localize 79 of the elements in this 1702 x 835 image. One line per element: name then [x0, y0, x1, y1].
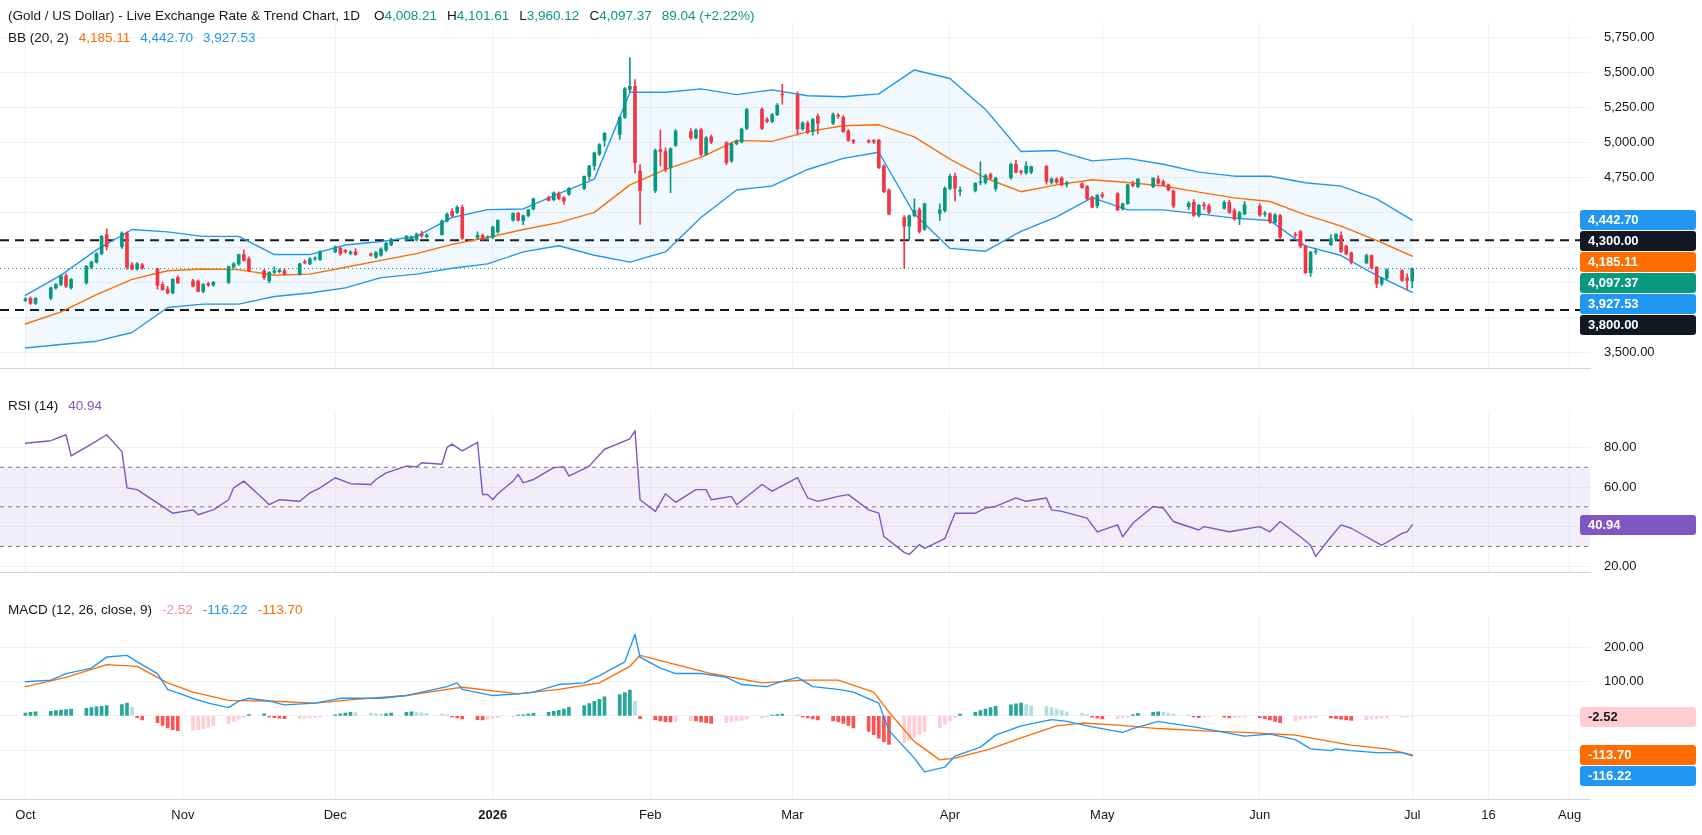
chart-title: (Gold / US Dollar) - Live Exchange Rate & Trend Chart, 1D — [8, 8, 360, 23]
bar — [653, 716, 658, 721]
bar — [1064, 711, 1069, 716]
bar — [978, 710, 983, 716]
bar — [28, 712, 33, 716]
y-tick-label: 5,500.00 — [1604, 63, 1655, 79]
axis-tag: 40.94 — [1580, 514, 1696, 535]
annotation: O4,008.21 — [373, 8, 437, 23]
bar — [409, 711, 414, 716]
x-tick-label: Mar — [781, 806, 805, 822]
bar — [1161, 711, 1166, 716]
axis-tag: 4,097.37 — [1580, 273, 1696, 294]
x-tick-label: Nov — [171, 806, 195, 822]
y-tick-label: 5,000.00 — [1604, 133, 1655, 149]
x-tick-label: May — [1090, 806, 1116, 822]
legend-title: MACD (12, 26, close, 9) — [8, 602, 153, 617]
x-tick-label: Feb — [639, 806, 662, 822]
axis-tag: 4,442.70 — [1580, 210, 1696, 231]
y-tick-label: 4,750.00 — [1604, 168, 1655, 184]
x-tick-label: Aug — [1558, 806, 1582, 822]
bar — [973, 712, 978, 716]
x-tick-label: 16 — [1481, 806, 1496, 822]
text: -113.70 — [257, 602, 303, 617]
y-tick-label: 200.00 — [1604, 638, 1644, 654]
bar — [348, 712, 353, 716]
bar — [262, 713, 266, 716]
axis-tag: 3,927.53 — [1580, 294, 1696, 315]
bar — [338, 713, 343, 716]
axis-tag: -116.22 — [1580, 765, 1696, 786]
y-tick-label: 3,500.00 — [1604, 343, 1655, 359]
bar — [582, 705, 587, 716]
x-tick-label: 2026 — [478, 806, 508, 822]
bar — [485, 716, 490, 720]
bar — [104, 705, 109, 716]
axis-tag: 4,300.00 — [1580, 231, 1696, 252]
annotation: C4,097.37 — [589, 8, 652, 23]
bar — [130, 706, 134, 716]
axis-tag: 3,800.00 — [1580, 315, 1696, 336]
legend-title: BB (20, 2) — [8, 30, 69, 45]
bar — [902, 716, 907, 743]
bar — [1298, 716, 1303, 720]
bar — [277, 716, 282, 719]
y-tick-label: 20.00 — [1604, 557, 1637, 573]
y-tick-label: 80.00 — [1604, 439, 1637, 455]
axis-tag: -2.52 — [1580, 706, 1696, 727]
x-tick-label: Jul — [1403, 806, 1421, 822]
bar — [531, 713, 536, 716]
y-tick-label: 100.00 — [1604, 673, 1644, 689]
series-label: 40.94 — [68, 398, 103, 413]
annotation: H4,101.61 — [446, 8, 510, 23]
y-tick-label: 5,750.00 — [1604, 28, 1655, 44]
bar — [638, 716, 642, 719]
bar — [424, 713, 429, 716]
bar — [546, 712, 551, 716]
annotation: L3,960.12 — [519, 8, 580, 23]
bar — [633, 701, 637, 716]
bar — [33, 711, 38, 716]
bar — [404, 712, 409, 716]
text: -116.22 — [202, 602, 248, 617]
y-tick-label: 60.00 — [1604, 478, 1637, 494]
y-tick-label: 5,250.00 — [1604, 98, 1655, 114]
bar — [175, 716, 180, 731]
x-tick-label: Apr — [939, 806, 961, 822]
bar — [744, 716, 749, 720]
bar — [419, 712, 424, 716]
axis-tag: 4,185.11 — [1580, 252, 1696, 273]
text: -2.52 — [162, 602, 193, 617]
text: 3,927.53 — [202, 30, 256, 45]
text: 4,185.11 — [78, 30, 131, 45]
x-tick-label: Jun — [1249, 806, 1271, 822]
bar — [689, 716, 693, 721]
bar — [353, 712, 358, 716]
annotation: 89.04 (+2.22%) — [661, 8, 755, 23]
text: 4,442.70 — [140, 30, 193, 45]
bar — [1308, 716, 1313, 719]
axis-tag: -113.70 — [1580, 744, 1696, 765]
x-tick-label: Dec — [323, 806, 348, 822]
x-tick-label: Oct — [15, 806, 36, 822]
legend-title: RSI (14) — [8, 398, 59, 413]
